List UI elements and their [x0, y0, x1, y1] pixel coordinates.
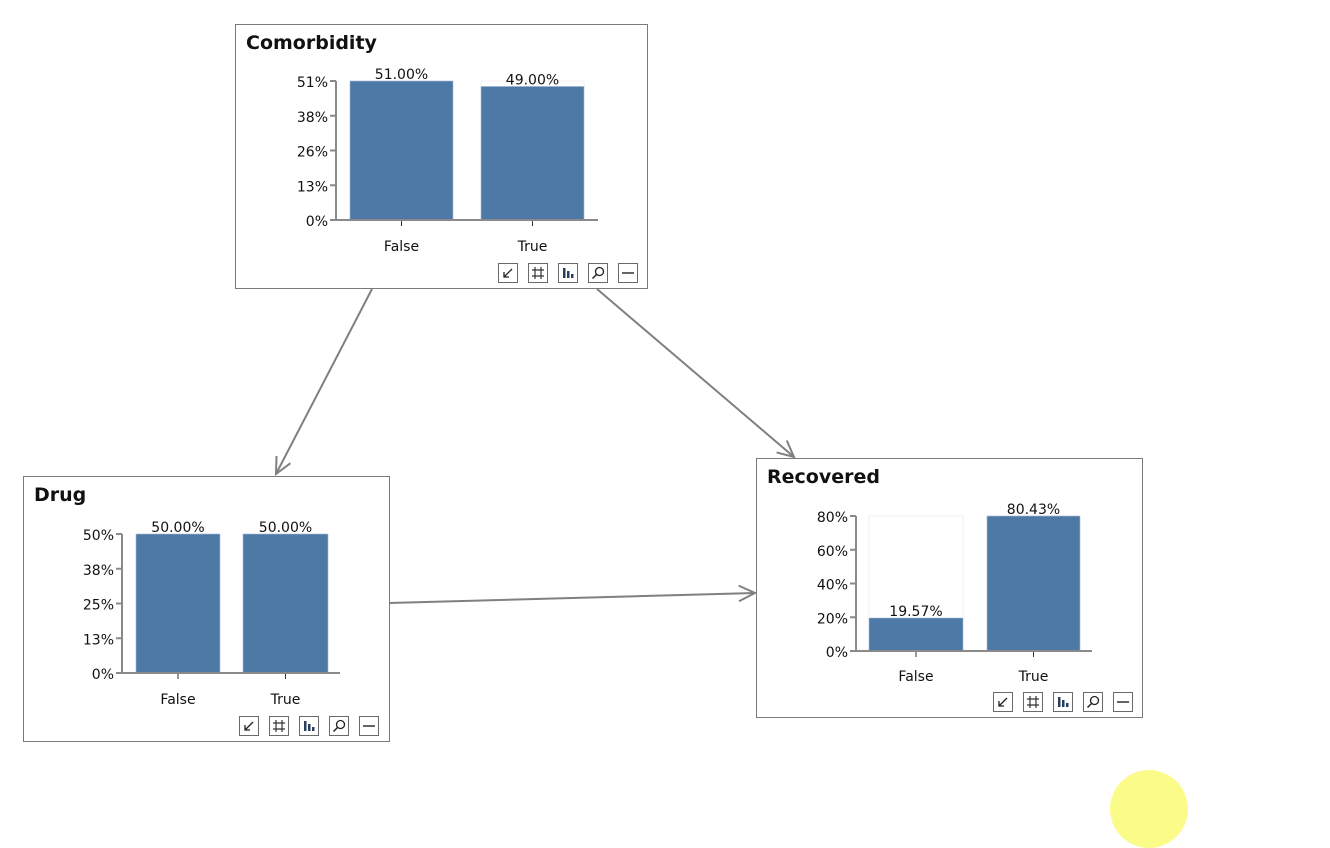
y-tick-label: 0%: [92, 667, 114, 683]
bar-true[interactable]: [242, 533, 329, 674]
bar-false[interactable]: [135, 533, 221, 674]
x-tick-label: False: [898, 669, 933, 685]
bar-true[interactable]: [986, 515, 1081, 652]
node-drug[interactable]: Drug 50.00% False 50.00% True 0% 13% 25% 38% 50%: [23, 476, 390, 742]
arrow-down-left-button[interactable]: [993, 692, 1013, 712]
y-tick-label: 26%: [297, 145, 328, 161]
y-tick-label: 51%: [297, 75, 328, 91]
y-tick-label: 20%: [817, 611, 848, 627]
y-tick-label: 0%: [306, 214, 328, 230]
network-edges: [274, 288, 796, 604]
y-tick-label: 13%: [297, 179, 328, 195]
x-tick-label: True: [517, 239, 548, 255]
bar-chart-button[interactable]: [299, 716, 319, 736]
x-tick-label: False: [384, 239, 419, 255]
y-tick-label: 80%: [817, 510, 848, 526]
bar-chart-button[interactable]: [1053, 692, 1073, 712]
arrow-down-left-icon: [503, 268, 513, 278]
bar-chart: 50.00% False 50.00% True 0% 13% 25% 38% 50%: [83, 520, 340, 708]
value-label: 19.57%: [889, 604, 942, 620]
arrowhead-icon: [274, 455, 292, 477]
minimize-button[interactable]: [1113, 692, 1133, 712]
bar-chart: 19.57% False 80.43% True 0% 20% 40% 60% 80%: [817, 502, 1092, 685]
arrow-down-left-button[interactable]: [239, 716, 259, 736]
minimize-button[interactable]: [359, 716, 379, 736]
bar-chart-icon: [304, 721, 315, 731]
edge-drug-to-recovered[interactable]: [388, 584, 758, 604]
zoom-icon: [591, 266, 605, 280]
bar-false[interactable]: [349, 80, 454, 221]
bar-chart-icon: [563, 268, 574, 278]
grid-icon: [273, 720, 285, 732]
arrow-down-left-button[interactable]: [498, 263, 518, 283]
minimize-icon: [363, 725, 375, 727]
value-label: 50.00%: [259, 520, 312, 536]
arrowhead-icon: [738, 584, 758, 603]
zoom-button[interactable]: [1083, 692, 1103, 712]
node-recovered[interactable]: Recovered 19.57% False 80.43% True 0% 20% 40% 6…: [756, 458, 1143, 718]
node-toolbar: [993, 692, 1133, 712]
node-title: Drug: [34, 484, 87, 506]
bar-false[interactable]: [868, 617, 964, 652]
bar-true[interactable]: [480, 86, 585, 221]
value-label: 51.00%: [375, 67, 428, 83]
minimize-icon: [622, 272, 634, 274]
arrow-down-left-icon: [244, 721, 254, 731]
grid-button[interactable]: [528, 263, 548, 283]
grid-icon: [1027, 696, 1039, 708]
cursor-highlight: [1110, 770, 1188, 848]
x-tick-label: False: [160, 692, 195, 708]
zoom-button[interactable]: [588, 263, 608, 283]
node-toolbar: [498, 263, 638, 283]
bar-chart: 51.00% False 49.00% True 0% 13% 26% 38% 51%: [297, 67, 598, 255]
bar-chart-button[interactable]: [558, 263, 578, 283]
node-title: Comorbidity: [246, 32, 377, 54]
arrow-down-left-icon: [998, 697, 1008, 707]
zoom-icon: [332, 719, 346, 733]
minimize-icon: [1117, 701, 1129, 703]
value-label: 49.00%: [506, 72, 559, 88]
grid-icon: [532, 267, 544, 279]
node-title: Recovered: [767, 466, 880, 488]
edge-comorbidity-to-recovered[interactable]: [596, 288, 796, 459]
y-tick-label: 0%: [826, 645, 848, 661]
y-tick-label: 38%: [297, 110, 328, 126]
y-tick-label: 60%: [817, 544, 848, 560]
y-tick-label: 50%: [83, 528, 114, 544]
minimize-button[interactable]: [618, 263, 638, 283]
x-tick-label: True: [1018, 669, 1049, 685]
y-tick-label: 40%: [817, 578, 848, 594]
x-tick-label: True: [270, 692, 301, 708]
y-tick-label: 38%: [83, 563, 114, 579]
grid-button[interactable]: [269, 716, 289, 736]
value-label: 50.00%: [151, 520, 204, 536]
y-tick-label: 13%: [83, 632, 114, 648]
grid-button[interactable]: [1023, 692, 1043, 712]
zoom-icon: [1086, 695, 1100, 709]
y-tick-label: 25%: [83, 598, 114, 614]
node-toolbar: [239, 716, 379, 736]
arrowhead-icon: [776, 440, 796, 459]
bar-chart-icon: [1058, 697, 1069, 707]
node-comorbidity[interactable]: Comorbidity 51.00% False 49.00% True 0% 13% 26…: [235, 24, 648, 289]
edge-comorbidity-to-drug[interactable]: [274, 288, 373, 477]
value-label: 80.43%: [1007, 502, 1060, 518]
zoom-button[interactable]: [329, 716, 349, 736]
